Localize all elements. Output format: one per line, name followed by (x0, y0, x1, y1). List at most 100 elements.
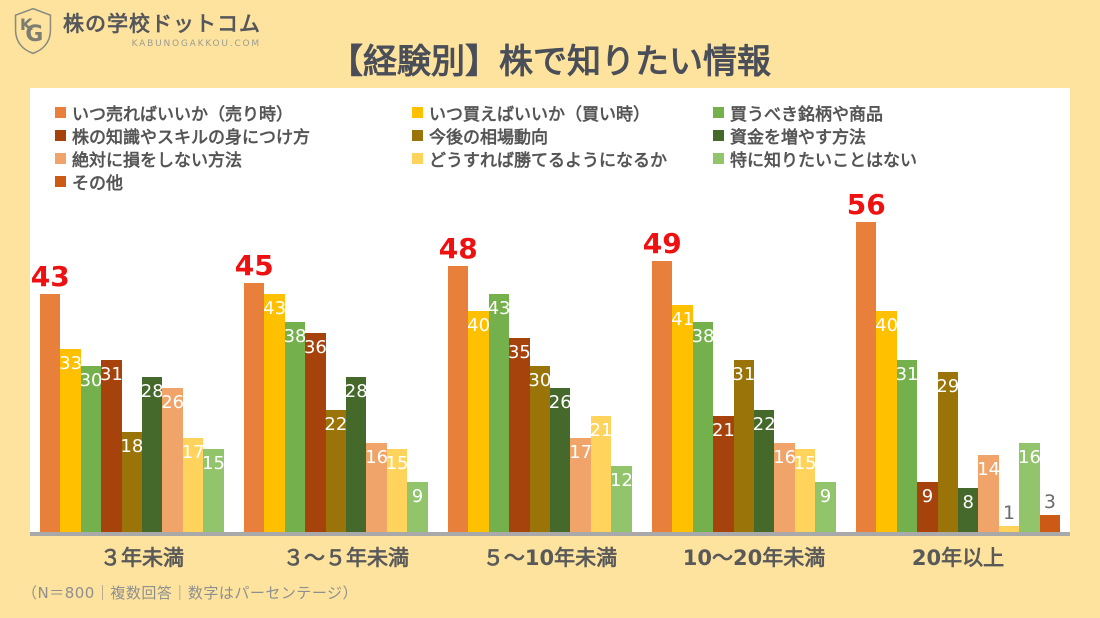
legend-label: 買うべき銘柄や商品 (730, 105, 883, 125)
bar: 41 (671, 305, 694, 532)
bar-value-label: 40 (467, 314, 491, 336)
bar: 45 (235, 252, 274, 532)
bar-value-label: 43 (487, 298, 511, 320)
bar-value-label: 28 (140, 381, 164, 403)
bar-value-label: 17 (569, 441, 593, 463)
bar-slot: 17 (182, 200, 205, 532)
bar-value-label: 15 (385, 453, 409, 474)
bar: 43 (31, 263, 70, 532)
bar-value-label: 31 (99, 364, 123, 386)
bar-value-label: 22 (324, 414, 348, 436)
bar-slot: 48 (439, 200, 478, 532)
bar-slot: 12 (610, 200, 633, 532)
logo-text: 株の学校ドットコム KABUNOGAKKOU.COM (63, 12, 261, 49)
bar-value-label: 29 (936, 375, 960, 397)
legend-column-1: いつ売ればいいか（売り時） 株の知識やスキルの身につけ方 絶対に損をしない方法 その他 (55, 101, 310, 194)
bar-slot: 36 (304, 200, 327, 532)
bar: 36 (304, 332, 327, 532)
bar: 31 (732, 360, 755, 532)
bar-group-2: 45 43 38 36 22 28 16 15 9 (235, 200, 448, 532)
x-axis-label-4: 10〜20年未満 (682, 546, 826, 570)
legend-item: その他 (55, 170, 310, 194)
bar: 15 (386, 449, 409, 532)
bar-value-label: 9 (819, 486, 832, 508)
bar-value-label: 31 (895, 364, 919, 386)
bar-slot: 16 (1018, 200, 1041, 532)
bar-value-label: 43 (30, 260, 70, 294)
legend-swatch-icon (713, 130, 724, 141)
bar-value-label: 9 (411, 486, 424, 508)
bar-value-label: 36 (303, 336, 327, 358)
bar-value-label: 22 (752, 414, 776, 436)
bar-slot: 21 (590, 200, 613, 532)
bar-group-1: 43 33 30 31 18 28 26 17 15 (31, 200, 244, 532)
bar: 14 (977, 454, 1000, 532)
logo-monogram-g: G (25, 22, 43, 47)
bar: 22 (324, 410, 347, 532)
x-axis-label-1: ３年未満 (100, 546, 184, 570)
x-axis-label-5: 20年以上 (911, 546, 1005, 570)
bar-value-label: 56 (846, 188, 886, 222)
legend-swatch-icon (412, 107, 423, 118)
legend-swatch-icon (713, 107, 724, 118)
bar-value-label: 31 (732, 364, 756, 386)
bar-slot: 31 (896, 200, 918, 532)
bar: 40 (875, 310, 898, 532)
chart-legend: いつ売ればいいか（売り時） 株の知識やスキルの身につけ方 絶対に損をしない方法 その他… (55, 101, 1060, 197)
bar-value-label: 26 (548, 392, 572, 414)
legend-item: 株の知識やスキルの身につけ方 (55, 124, 310, 148)
bar-slot: 33 (59, 200, 82, 532)
bar-slot: 8 (958, 200, 979, 532)
bar-slot: 43 (31, 200, 70, 532)
legend-label: 特に知りたいことはない (730, 151, 917, 171)
x-axis-label-2: ３〜５年未満 (283, 546, 409, 570)
bar-value-label: 3 (1043, 491, 1056, 514)
bar: 17 (569, 437, 592, 532)
bar: 49 (643, 229, 682, 532)
bar: 15 (202, 449, 225, 532)
logo-title: 株の学校ドットコム (63, 12, 261, 37)
legend-swatch-icon (55, 107, 66, 118)
bar: 18 (120, 432, 143, 532)
bar-slot: 9 (917, 200, 938, 532)
bar-slot: 16 (773, 200, 796, 532)
x-axis-labels: ３年未満 ３〜５年未満 ５〜10年未満 10〜20年未満 20年以上 (40, 542, 1060, 572)
bar-value-label: 43 (263, 298, 287, 320)
bar-slot: 40 (875, 200, 898, 532)
legend-item: 特に知りたいことはない (713, 147, 917, 171)
legend-label: その他 (72, 174, 123, 194)
logo-subtitle: KABUNOGAKKOU.COM (131, 38, 261, 49)
bar-slot: 26 (549, 200, 572, 532)
bar-slot: 28 (345, 200, 368, 532)
bar: 35 (508, 338, 531, 532)
legend-item: 買うべき銘柄や商品 (713, 101, 917, 125)
legend-swatch-icon (55, 153, 66, 164)
chart-plot-area: 43 33 30 31 18 28 26 17 15 45 43 38 36 22 28 16 15 9 48 40 4… (31, 191, 1061, 532)
bar-slot: 38 (284, 200, 306, 532)
bar-slot: 9 (815, 200, 836, 532)
bar-slot: 49 (643, 200, 682, 532)
bar-value-label: 30 (79, 370, 103, 391)
bar-value-label: 28 (344, 381, 368, 403)
bar-value-label: 16 (1018, 447, 1041, 469)
bar: 16 (1018, 443, 1041, 532)
legend-item: 資金を増やす方法 (713, 124, 917, 148)
legend-label: いつ売ればいいか（売り時） (72, 105, 293, 125)
bar-slot: 17 (569, 200, 592, 532)
bar-value-label: 30 (528, 370, 552, 391)
bar-group-5: 56 40 31 9 29 8 14 1 16 3 (847, 191, 1061, 532)
bar: 21 (712, 415, 735, 532)
bar-value-label: 38 (283, 325, 307, 347)
bar-value-label: 15 (793, 453, 817, 474)
page-title: 【経験別】株で知りたい情報 (329, 42, 771, 82)
bar-slot: 22 (324, 200, 347, 532)
bar-slot: 43 (263, 200, 286, 532)
legend-column-2: いつ買えばいいか（買い時） 今後の相場動向 どうすれば勝てるようになるか (412, 101, 667, 171)
x-axis-line (30, 532, 1070, 536)
bar: 12 (610, 465, 633, 532)
bar: 17 (182, 437, 205, 532)
bar-slot: 15 (794, 200, 817, 532)
legend-swatch-icon (713, 153, 724, 164)
bar: 9 (917, 482, 938, 532)
bar: 38 (692, 321, 714, 532)
